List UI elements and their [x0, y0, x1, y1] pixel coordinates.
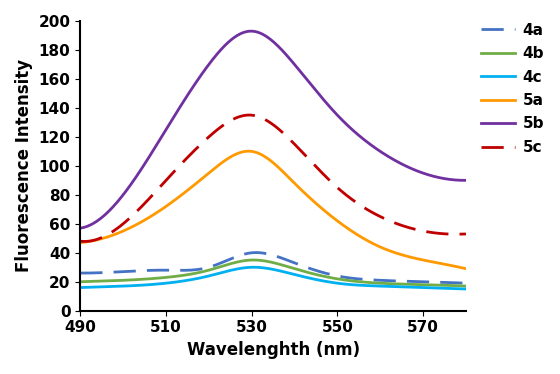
- 5c: [77, 239, 83, 243]
- 5c: [463, 232, 469, 236]
- 5a: [263, 156, 270, 160]
- Line: 4a: 4a: [80, 252, 466, 283]
- 5b: [454, 178, 461, 183]
- 4b: [463, 284, 469, 288]
- 4b: [454, 283, 461, 288]
- 4b: [286, 265, 293, 270]
- Line: 5a: 5a: [80, 151, 466, 269]
- 5a: [454, 264, 461, 269]
- 5c: [82, 239, 88, 244]
- 5c: [395, 222, 402, 226]
- X-axis label: Wavelenghth (nm): Wavelenghth (nm): [186, 341, 360, 359]
- Legend: 4a, 4b, 4c, 5a, 5b, 5c: 4a, 4b, 4c, 5a, 5b, 5c: [481, 23, 544, 155]
- 5c: [246, 113, 253, 117]
- 5b: [263, 34, 270, 39]
- 4a: [263, 251, 270, 256]
- 4c: [263, 266, 270, 270]
- 4a: [307, 266, 314, 271]
- 4c: [286, 271, 293, 276]
- 5a: [463, 266, 469, 271]
- 5b: [307, 82, 314, 86]
- 5c: [287, 138, 294, 142]
- 4b: [263, 259, 270, 263]
- 4b: [394, 282, 400, 286]
- 5c: [262, 117, 268, 122]
- 4b: [261, 258, 268, 263]
- 5b: [394, 159, 400, 164]
- 5c: [308, 159, 315, 164]
- 5b: [286, 56, 293, 61]
- 5b: [261, 33, 268, 37]
- 5a: [394, 251, 400, 255]
- 4a: [253, 250, 259, 255]
- 5c: [455, 232, 461, 236]
- 4a: [77, 271, 83, 275]
- 4b: [250, 258, 256, 262]
- 4a: [394, 279, 400, 283]
- 4c: [454, 286, 461, 291]
- 4c: [77, 285, 83, 290]
- 4c: [463, 287, 469, 291]
- 5a: [307, 196, 314, 201]
- 5a: [77, 240, 83, 245]
- 5b: [248, 29, 254, 33]
- 5c: [264, 119, 270, 123]
- 4a: [454, 280, 461, 285]
- 4a: [463, 281, 469, 285]
- 4c: [261, 266, 268, 270]
- 5a: [286, 176, 293, 181]
- 4c: [250, 265, 256, 270]
- 4a: [286, 259, 293, 263]
- Line: 4b: 4b: [80, 260, 466, 286]
- 5a: [245, 149, 252, 153]
- Line: 4c: 4c: [80, 267, 466, 289]
- 5b: [77, 226, 83, 230]
- 4c: [394, 285, 400, 289]
- 4c: [307, 276, 314, 280]
- Y-axis label: Fluorescence Intensity: Fluorescence Intensity: [15, 59, 33, 272]
- 5a: [261, 154, 268, 159]
- Line: 5b: 5b: [80, 31, 466, 228]
- Line: 5c: 5c: [80, 115, 466, 242]
- 4b: [307, 271, 314, 275]
- 5b: [463, 178, 469, 183]
- 4b: [77, 279, 83, 284]
- 4a: [261, 251, 268, 255]
